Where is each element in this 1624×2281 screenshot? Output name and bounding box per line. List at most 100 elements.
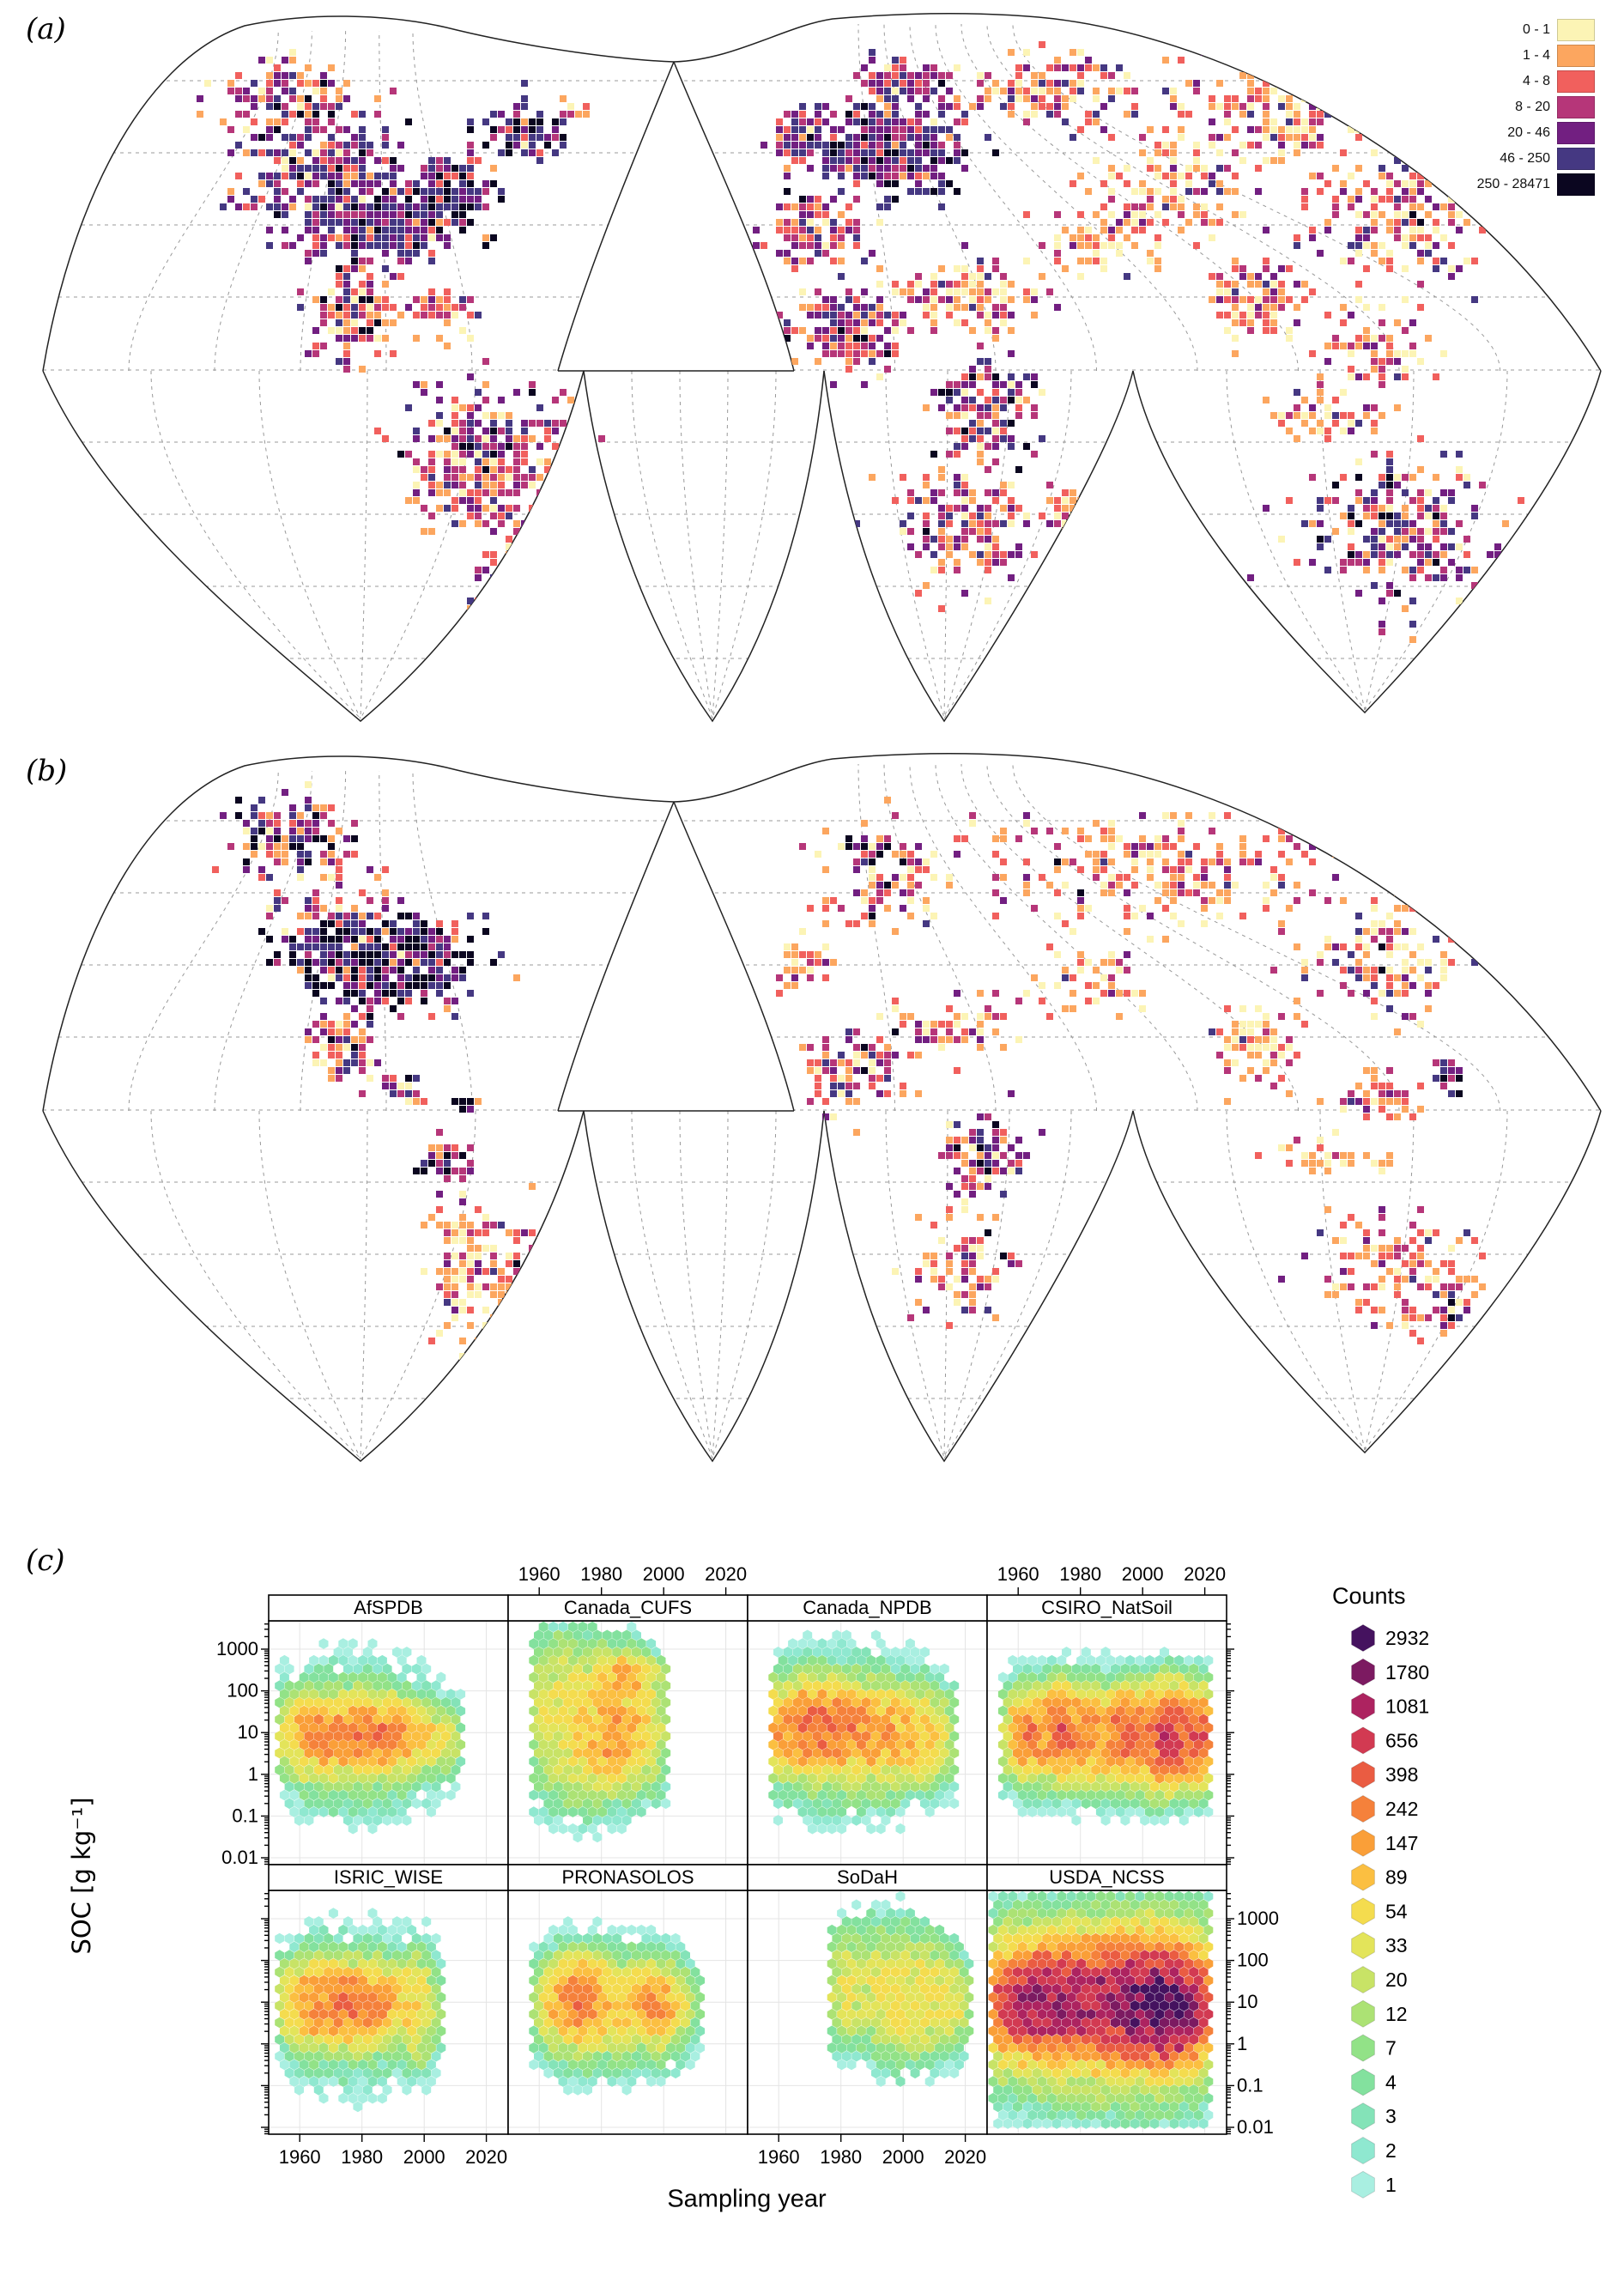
counts-legend-swatch xyxy=(1351,1965,1375,1994)
counts-legend-count: 398 xyxy=(1385,1763,1418,1786)
hexbin-cells xyxy=(529,1621,671,1843)
panel-c-label: (c) xyxy=(26,1544,65,1578)
counts-legend-swatch xyxy=(1351,2068,1375,2096)
panel-a-label: (a) xyxy=(26,12,66,46)
legend-row: 20 - 46 xyxy=(1477,122,1595,144)
strip xyxy=(507,1594,748,1622)
strip xyxy=(507,1864,748,1891)
legend-class-label: 46 - 250 xyxy=(1500,151,1550,166)
legend-class-label: 1 - 4 xyxy=(1522,48,1550,63)
strip xyxy=(747,1864,988,1891)
hexbin-cells xyxy=(768,1629,960,1835)
legend-row: 8 - 20 xyxy=(1477,96,1595,118)
y-tick-label: 100 xyxy=(1237,1950,1269,1971)
counts-legend-swatch xyxy=(1351,1829,1375,1857)
counts-legend-count: 33 xyxy=(1385,1934,1408,1956)
legend-row: 1 - 4 xyxy=(1477,45,1595,67)
legend-class-label: 20 - 46 xyxy=(1507,125,1550,140)
y-tick-label: 0.1 xyxy=(232,1805,258,1826)
hexbin-lattice: AfSPDB Canada_CUFS Canada_NPDB CSIRO_NatSoi… xyxy=(216,1563,1429,2199)
counts-legend-count: 147 xyxy=(1385,1832,1418,1854)
counts-legend-title: Counts xyxy=(1332,1583,1406,1609)
counts-legend-count: 1081 xyxy=(1385,1696,1429,1718)
y-tick-label: 0.01 xyxy=(1237,2116,1274,2138)
hexbin-cells xyxy=(988,1890,1214,2129)
world-map-a xyxy=(42,12,1602,723)
counts-legend-swatch xyxy=(1351,1658,1375,1686)
counts-legend-count: 7 xyxy=(1385,2037,1397,2060)
strip xyxy=(268,1864,509,1891)
x-tick-label: 1960 xyxy=(997,1563,1039,1585)
counts-legend-count: 4 xyxy=(1385,2071,1397,2093)
x-tick-label: 2020 xyxy=(944,2146,986,2168)
hexbin-cells xyxy=(827,1890,974,2087)
legend-class-label: 250 - 28471 xyxy=(1476,177,1550,191)
y-axis-ticks xyxy=(1227,1893,1234,2135)
map-outline xyxy=(42,12,1602,723)
legend-class-swatch xyxy=(1557,148,1595,170)
strip xyxy=(747,1594,988,1622)
y-tick-label: 1000 xyxy=(1237,1908,1279,1929)
x-tick-label: 2020 xyxy=(465,2146,507,2168)
sample-density-cells xyxy=(197,41,1579,713)
legend-row: 250 - 28471 xyxy=(1477,173,1595,196)
x-tick-label: 2000 xyxy=(882,2146,924,2168)
counts-legend-count: 54 xyxy=(1385,1900,1408,1922)
strip-label: PRONASOLOS xyxy=(561,1866,694,1888)
strip-label: SoDaH xyxy=(837,1866,898,1888)
counts-legend-swatch xyxy=(1351,1761,1375,1789)
x-axis-title: Sampling year xyxy=(667,2185,827,2213)
y-tick-label: 1 xyxy=(248,1763,258,1785)
x-tick-label: 1980 xyxy=(580,1563,622,1585)
legend-row: 4 - 8 xyxy=(1477,70,1595,93)
legend-row: 0 - 1 xyxy=(1477,19,1595,41)
strip-label: USDA_NCSS xyxy=(1049,1866,1164,1888)
hexbin-cells xyxy=(997,1647,1214,1826)
x-tick-label: 1960 xyxy=(758,2146,800,2168)
counts-legend-count: 656 xyxy=(1385,1729,1418,1751)
strip-label: ISRIC_WISE xyxy=(334,1866,443,1888)
counts-legend-swatch xyxy=(1351,2170,1375,2199)
counts-legend-count: 12 xyxy=(1385,2003,1408,2025)
counts-legend-swatch xyxy=(1351,2136,1375,2165)
hexbin-cells xyxy=(529,1916,706,2096)
counts-legend-count: 242 xyxy=(1385,1798,1418,1820)
counts-legend-swatch xyxy=(1351,2102,1375,2131)
x-tick-label: 1960 xyxy=(279,2146,321,2168)
y-axis-ticks xyxy=(261,1893,269,2135)
y-tick-label: 0.1 xyxy=(1237,2074,1263,2096)
hexbin-cells xyxy=(275,1638,466,1835)
x-tick-label: 2020 xyxy=(705,1563,747,1585)
strip-label: AfSPDB xyxy=(354,1597,423,1618)
x-tick-label: 2020 xyxy=(1184,1563,1226,1585)
legend-class-swatch xyxy=(1557,122,1595,144)
counts-legend-swatch xyxy=(1351,1932,1375,1960)
lattice-root: AfSPDB Canada_CUFS Canada_NPDB CSIRO_NatSoi… xyxy=(216,1563,1429,2199)
y-tick-label: 0.01 xyxy=(221,1847,258,1868)
legend-class-swatch xyxy=(1557,70,1595,93)
strip-label: Canada_CUFS xyxy=(564,1597,692,1618)
counts-legend-count: 3 xyxy=(1385,2105,1397,2127)
x-tick-label: 1980 xyxy=(1059,1563,1101,1585)
x-tick-label: 2000 xyxy=(1122,1563,1164,1585)
legend-row: 46 - 250 xyxy=(1477,148,1595,170)
map-outline xyxy=(42,752,1602,1463)
map-a-legend: 0 - 1 1 - 4 4 - 8 8 - 20 20 - 46 46 - 25… xyxy=(1477,19,1595,196)
counts-legend-swatch xyxy=(1351,1726,1375,1755)
counts-legend-count: 1780 xyxy=(1385,1661,1429,1683)
x-tick-label: 1980 xyxy=(341,2146,383,2168)
sample-density-cells xyxy=(212,781,1563,1422)
counts-legend-count: 89 xyxy=(1385,1866,1408,1889)
y-tick-label: 10 xyxy=(238,1721,258,1743)
counts-legend-swatch xyxy=(1351,1863,1375,1891)
y-tick-label: 1000 xyxy=(216,1638,258,1659)
x-tick-label: 2000 xyxy=(643,1563,685,1585)
counts-legend-count: 2 xyxy=(1385,2139,1397,2162)
legend-class-swatch xyxy=(1557,45,1595,67)
world-map-b xyxy=(42,752,1602,1463)
legend-class-swatch xyxy=(1557,96,1595,118)
y-axis-title: SOC [g kg⁻¹] xyxy=(67,1797,96,1955)
legend-class-label: 4 - 8 xyxy=(1522,74,1550,88)
strip-label: CSIRO_NatSoil xyxy=(1041,1597,1173,1618)
counts-legend-count: 2932 xyxy=(1385,1627,1429,1649)
